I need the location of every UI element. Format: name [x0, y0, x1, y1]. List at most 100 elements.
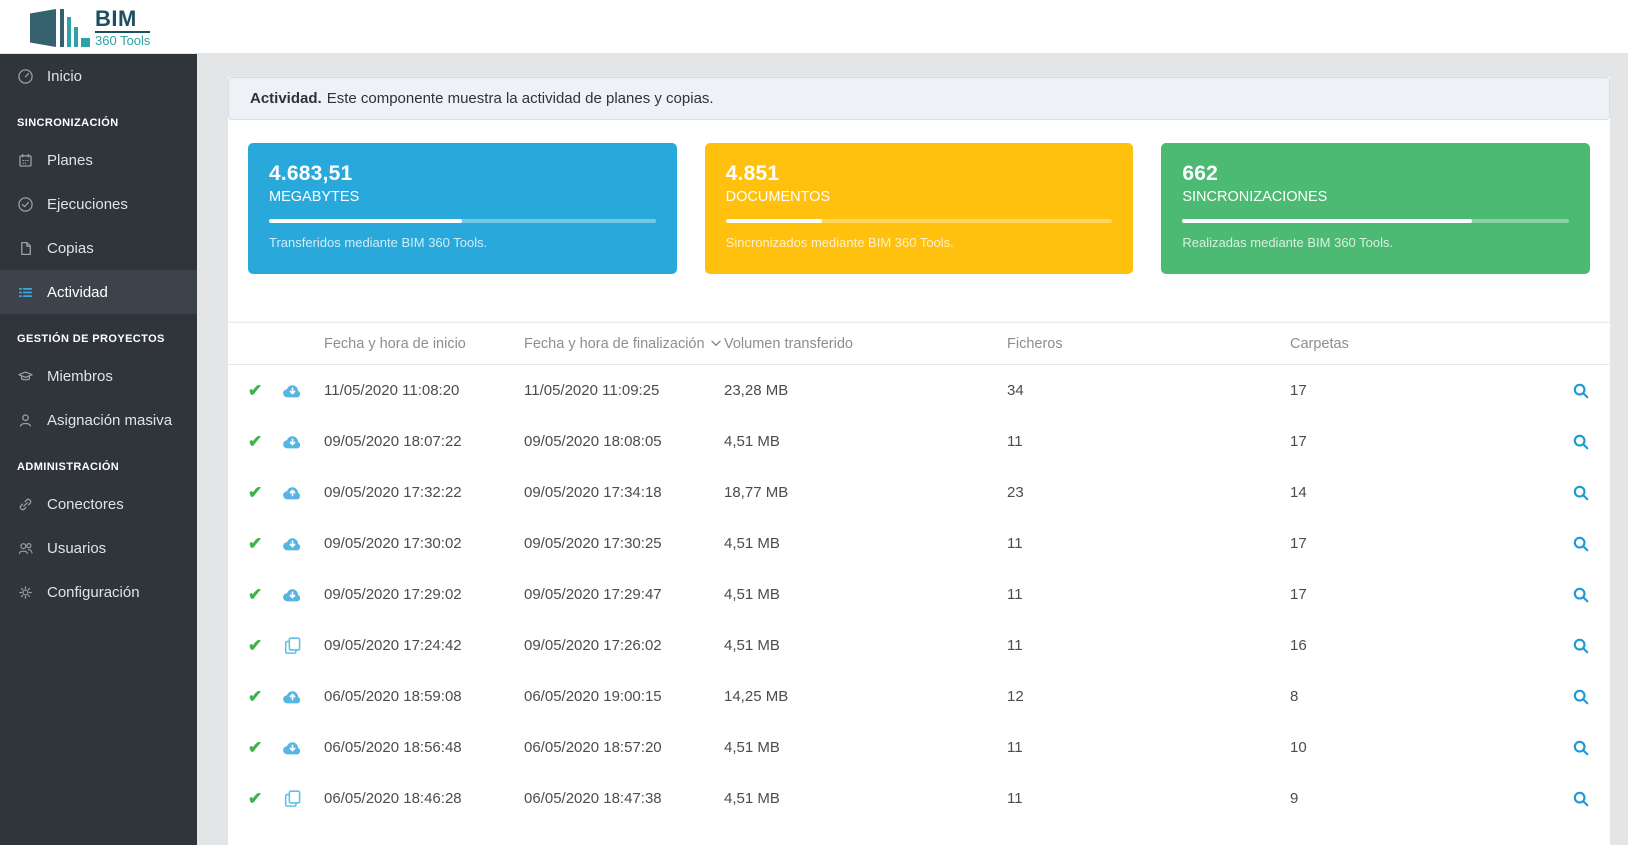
sidebar: Inicio SINCRONIZACIÓN Planes Ejecuciones…: [0, 54, 197, 845]
table-row: ✔ 09/05/2020 17:30:02 09/05/2020 17:30:2…: [228, 518, 1610, 569]
search-icon[interactable]: [1572, 484, 1590, 502]
cell-fecha-finalizacion: 11/05/2020 11:09:25: [524, 382, 660, 399]
search-icon[interactable]: [1572, 790, 1590, 808]
cell-volumen: 4,51 MB: [724, 637, 780, 654]
stat-value: 4.851: [725, 162, 780, 185]
search-icon[interactable]: [1572, 688, 1590, 706]
check-circle-icon: [17, 196, 34, 213]
cell-carpetas: 17: [1290, 535, 1307, 552]
cell-ficheros: 11: [1007, 637, 1023, 654]
table-row: ✔ 09/05/2020 17:29:02 09/05/2020 17:29:4…: [228, 569, 1610, 620]
table-header-row: Fecha y hora de inicio Fecha y hora de f…: [228, 323, 1610, 365]
sidebar-item-copias[interactable]: Copias: [0, 226, 197, 270]
sidebar-item-actividad[interactable]: Actividad: [0, 270, 197, 314]
cell-fecha-finalizacion: 09/05/2020 17:26:02: [524, 637, 662, 654]
search-icon[interactable]: [1572, 739, 1590, 757]
column-header-inicio[interactable]: Fecha y hora de inicio: [324, 335, 466, 352]
sidebar-item-conectores[interactable]: Conectores: [0, 482, 197, 526]
cell-fecha-finalizacion: 09/05/2020 18:08:05: [524, 433, 662, 450]
cell-carpetas: 9: [1290, 790, 1299, 807]
cell-fecha-inicio: 09/05/2020 17:30:02: [324, 535, 462, 552]
check-icon: ✔: [248, 788, 263, 808]
cell-volumen: 14,25 MB: [724, 688, 789, 705]
activity-table: Fecha y hora de inicio Fecha y hora de f…: [228, 322, 1610, 824]
cell-ficheros: 23: [1007, 484, 1024, 501]
search-icon[interactable]: [1572, 535, 1590, 553]
list-icon: [17, 284, 34, 301]
search-icon[interactable]: [1572, 586, 1590, 604]
cell-carpetas: 10: [1290, 739, 1307, 756]
logo-title: BIM: [95, 6, 137, 31]
check-icon: ✔: [248, 482, 263, 502]
check-icon: ✔: [248, 686, 263, 706]
stat-card-documentos: 4.851 DOCUMENTOS Sincronizados mediante …: [704, 143, 1134, 274]
cloud-download-icon: [282, 533, 324, 554]
stat-label: SINCRONIZACIONES: [1182, 189, 1328, 205]
sidebar-item-label: Planes: [47, 151, 93, 169]
table-row: ✔ 09/05/2020 17:32:22 09/05/2020 17:34:1…: [228, 467, 1610, 518]
cell-fecha-finalizacion: 09/05/2020 17:34:18: [524, 484, 662, 501]
stat-label: MEGABYTES: [269, 189, 360, 205]
search-icon[interactable]: [1572, 433, 1590, 451]
stat-label: DOCUMENTOS: [725, 189, 831, 205]
cell-ficheros: 11: [1007, 586, 1023, 603]
file-icon: [17, 240, 34, 257]
activity-alert: Actividad. Este componente muestra la ac…: [228, 77, 1610, 120]
table-row: ✔ 06/05/2020 18:59:08 06/05/2020 19:00:1…: [228, 671, 1610, 722]
search-icon[interactable]: [1572, 637, 1590, 655]
cell-ficheros: 11: [1007, 790, 1023, 807]
sidebar-item-label: Inicio: [47, 67, 83, 85]
main-content: Actividad. Este componente muestra la ac…: [197, 54, 1628, 845]
cloud-upload-icon: [282, 482, 324, 503]
sidebar-section-administracion: ADMINISTRACIÓN: [17, 461, 120, 473]
sidebar-item-ejecuciones[interactable]: Ejecuciones: [0, 182, 197, 226]
cell-fecha-inicio: 09/05/2020 17:29:02: [324, 586, 462, 603]
column-header-volumen[interactable]: Volumen transferido: [724, 335, 853, 352]
link-icon: [17, 496, 34, 513]
sidebar-item-planes[interactable]: Planes: [0, 138, 197, 182]
cell-fecha-finalizacion: 09/05/2020 17:30:25: [524, 535, 662, 552]
cell-fecha-inicio: 09/05/2020 17:32:22: [324, 484, 462, 501]
cloud-download-icon: [282, 584, 324, 605]
cell-carpetas: 17: [1290, 586, 1307, 603]
cell-volumen: 23,28 MB: [724, 382, 789, 399]
cell-carpetas: 8: [1290, 688, 1299, 705]
graduation-cap-icon: [17, 368, 34, 385]
check-icon: ✔: [248, 584, 263, 604]
stat-value: 662: [1182, 162, 1218, 185]
gauge-icon: [17, 68, 34, 85]
sidebar-item-asignacion-masiva[interactable]: Asignación masiva: [0, 398, 197, 442]
cell-fecha-finalizacion: 06/05/2020 18:57:20: [524, 739, 662, 756]
sidebar-item-miembros[interactable]: Miembros: [0, 354, 197, 398]
sidebar-item-usuarios[interactable]: Usuarios: [0, 526, 197, 570]
logo-bars-icon: [60, 9, 90, 47]
column-header-carpetas[interactable]: Carpetas: [1290, 335, 1349, 352]
cloud-download-icon: [282, 380, 324, 401]
column-header-finalizacion[interactable]: Fecha y hora de finalización: [524, 336, 724, 352]
search-icon[interactable]: [1572, 382, 1590, 400]
table-row: ✔ 09/05/2020 18:07:22 09/05/2020 18:08:0…: [228, 416, 1610, 467]
stat-card-sincronizaciones: 662 SINCRONIZACIONES Realizadas mediante…: [1161, 143, 1591, 274]
stat-description: Sincronizados mediante BIM 360 Tools.: [725, 235, 954, 250]
cell-ficheros: 11: [1007, 433, 1023, 450]
table-row: ✔ 11/05/2020 11:08:20 11/05/2020 11:09:2…: [228, 365, 1610, 416]
cell-volumen: 4,51 MB: [724, 586, 780, 603]
sidebar-item-configuracion[interactable]: Configuración: [0, 570, 197, 614]
column-header-ficheros[interactable]: Ficheros: [1007, 335, 1063, 352]
cell-fecha-inicio: 11/05/2020 11:08:20: [324, 382, 460, 399]
stat-value: 4.683,51: [269, 162, 353, 185]
stat-description: Realizadas mediante BIM 360 Tools.: [1182, 235, 1394, 250]
cell-fecha-finalizacion: 06/05/2020 18:47:38: [524, 790, 662, 807]
check-icon: ✔: [248, 635, 263, 655]
sidebar-item-label: Asignación masiva: [47, 411, 173, 429]
users-icon: [17, 540, 34, 557]
cell-fecha-inicio: 06/05/2020 18:46:28: [324, 790, 462, 807]
sidebar-section-sincronizacion: SINCRONIZACIÓN: [17, 117, 119, 129]
cell-fecha-inicio: 09/05/2020 17:24:42: [324, 637, 462, 654]
sidebar-item-inicio[interactable]: Inicio: [0, 54, 197, 98]
sort-desc-icon: [710, 340, 721, 347]
bim-360-tools-logo[interactable]: BIM 360 Tools: [30, 6, 151, 47]
cell-fecha-finalizacion: 06/05/2020 19:00:15: [524, 688, 662, 705]
progress-bar: [269, 219, 656, 223]
cell-fecha-inicio: 06/05/2020 18:56:48: [324, 739, 462, 756]
